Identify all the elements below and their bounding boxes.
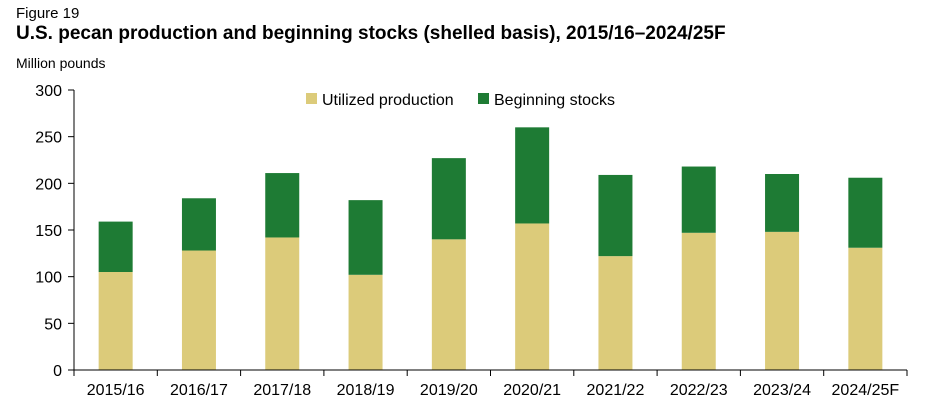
chart-title: U.S. pecan production and beginning stoc… [16, 23, 726, 44]
bar-production-6 [598, 256, 633, 370]
y-tick-label-100: 100 [35, 270, 62, 287]
bar-stocks-3 [348, 200, 383, 275]
bar-production-7 [681, 232, 716, 370]
x-tick-label-1: 2016/17 [170, 382, 228, 399]
x-tick-label-9: 2024/25F [832, 382, 900, 399]
figure-label: Figure 19 [16, 5, 80, 22]
bar-production-4 [431, 239, 466, 370]
bar-stocks-4 [431, 158, 466, 240]
bar-stocks-9 [848, 177, 883, 248]
x-tick-label-6: 2021/22 [587, 382, 645, 399]
y-tick-label-0: 0 [53, 363, 62, 380]
x-tick-label-2: 2017/18 [253, 382, 311, 399]
bar-stocks-5 [515, 127, 550, 224]
bar-stocks-0 [98, 221, 133, 272]
bar-stocks-6 [598, 174, 633, 257]
bar-stocks-2 [265, 173, 300, 238]
bars-layer [98, 127, 883, 370]
y-tick-label-250: 250 [35, 130, 62, 147]
x-tick-label-0: 2015/16 [87, 382, 145, 399]
y-tick-label-150: 150 [35, 223, 62, 240]
bar-production-9 [848, 247, 883, 370]
bar-stocks-8 [765, 174, 800, 232]
y-tick-label-200: 200 [35, 176, 62, 193]
x-tick-label-8: 2023/24 [753, 382, 811, 399]
bar-production-5 [515, 223, 550, 370]
legend: Utilized production Beginning stocks [306, 92, 615, 109]
y-tick-label-50: 50 [44, 316, 62, 333]
bar-production-3 [348, 274, 383, 370]
x-tick-label-4: 2019/20 [420, 382, 478, 399]
bar-stocks-1 [181, 198, 216, 251]
x-tick-label-5: 2020/21 [503, 382, 561, 399]
bar-production-0 [98, 272, 133, 370]
bar-production-2 [265, 237, 300, 370]
legend-label-1: Beginning stocks [494, 92, 615, 109]
bar-stocks-7 [681, 166, 716, 233]
x-tick-label-3: 2018/19 [337, 382, 395, 399]
y-axis-label: Million pounds [16, 55, 106, 71]
bar-production-8 [765, 231, 800, 370]
x-tick-label-7: 2022/23 [670, 382, 728, 399]
legend-label-0: Utilized production [322, 92, 454, 109]
legend-swatch-1 [478, 93, 489, 104]
bar-production-1 [181, 250, 216, 370]
y-tick-label-300: 300 [35, 83, 62, 100]
axes-layer: 0 50 100 150 200 250 300 2015/16 2016/17 2017/18 2… [35, 83, 908, 399]
legend-swatch-0 [306, 93, 317, 104]
